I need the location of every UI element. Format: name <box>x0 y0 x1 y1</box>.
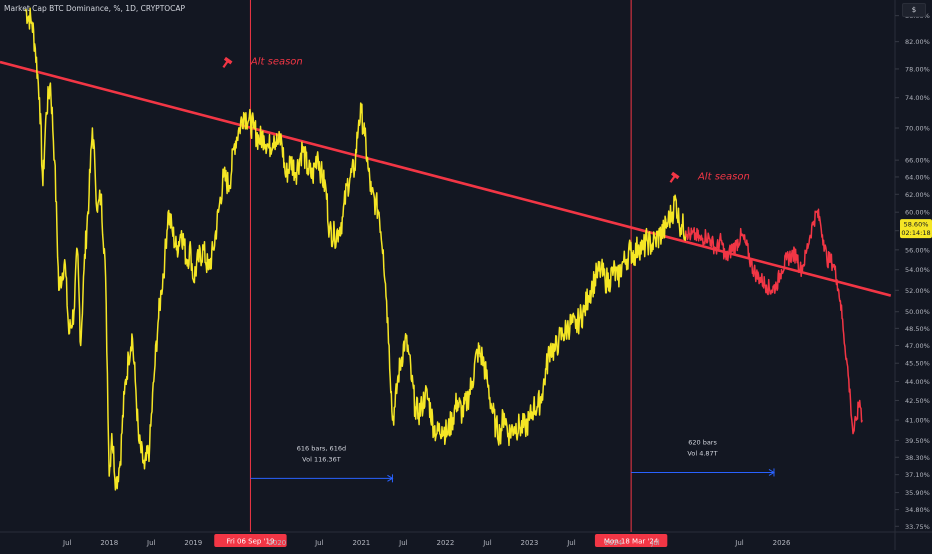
x-tick-label: Jul <box>734 539 744 547</box>
range-volume-label: Vol 116.36T <box>302 455 341 463</box>
current-price-badge <box>900 219 932 239</box>
bar-countdown-label: 02:14:18 <box>901 229 930 237</box>
range-arrowhead <box>768 469 775 476</box>
chart-title: Market Cap BTC Dominance, %, 1D, CRYPTOC… <box>4 4 186 13</box>
y-tick-label: 82.00% <box>905 38 930 46</box>
date-marker-badge <box>594 534 668 547</box>
x-tick-label: 2024 <box>605 539 623 547</box>
y-tick-label: 54.00% <box>905 266 930 274</box>
x-tick-label: Jul <box>314 539 324 547</box>
hammer-icon <box>222 56 233 68</box>
y-tick-label: 33.75% <box>905 523 930 531</box>
hammer-handle <box>222 60 229 68</box>
y-tick-label: 52.00% <box>905 287 930 295</box>
y-tick-label: 38.30% <box>905 454 930 462</box>
resistance-trendline[interactable] <box>0 60 892 297</box>
y-tick-label: 64.00% <box>905 173 930 181</box>
x-tick-label: Jul <box>566 539 576 547</box>
y-tick-label: 41.00% <box>905 417 930 425</box>
y-tick-label: 78.00% <box>905 65 930 73</box>
y-tick-label: 44.00% <box>905 378 930 386</box>
annotation-text: Alt season <box>250 56 303 67</box>
y-tick-label: 45.50% <box>905 360 930 368</box>
y-tick-label: 35.90% <box>905 489 930 497</box>
dominance-line <box>24 7 687 491</box>
range-bars-label: 620 bars <box>688 438 717 446</box>
range-bars-label: 616 bars, 616d <box>297 444 346 452</box>
annotation-text: Alt season <box>697 171 750 182</box>
hammer-handle <box>669 175 676 183</box>
x-tick-label: Jul <box>62 539 72 547</box>
x-tick-label: Jul <box>146 539 156 547</box>
x-tick-label: 2023 <box>521 539 539 547</box>
date-marker-label: Fri 06 Sep '19 <box>226 538 274 546</box>
y-tick-label: 66.00% <box>905 157 930 165</box>
y-tick-label: 39.50% <box>905 437 930 445</box>
range-volume-label: Vol 4.87T <box>687 449 717 457</box>
hammer-head <box>670 171 680 180</box>
y-tick-label: 50.00% <box>905 308 930 316</box>
y-tick-label: 47.00% <box>905 342 930 350</box>
y-tick-label: 37.10% <box>905 471 930 479</box>
y-tick-label: 34.80% <box>905 506 930 514</box>
x-tick-label: 2019 <box>184 539 202 547</box>
x-tick-label: 2026 <box>773 539 791 547</box>
date-marker-label: Mon 18 Mar '24 <box>604 538 659 546</box>
y-tick-label: 74.00% <box>905 94 930 102</box>
x-tick-label: 2018 <box>100 539 118 547</box>
hammer-icon <box>669 171 680 183</box>
x-tick-label: Jul <box>398 539 408 547</box>
y-tick-label: 48.50% <box>905 325 930 333</box>
y-tick-label: 60.00% <box>905 209 930 217</box>
projection-line <box>684 208 863 435</box>
y-tick-label: 56.00% <box>905 246 930 254</box>
x-tick-label: 2021 <box>352 539 370 547</box>
x-tick-label: 2022 <box>436 539 454 547</box>
hammer-head <box>223 56 233 65</box>
currency-button[interactable]: $ <box>902 3 926 17</box>
y-tick-label: 62.00% <box>905 191 930 199</box>
y-tick-label: 70.00% <box>905 125 930 133</box>
y-tick-label: 42.50% <box>905 397 930 405</box>
current-price-label: 58.60% <box>904 221 929 229</box>
date-marker-badge <box>214 534 287 547</box>
range-arrowhead <box>387 474 394 482</box>
x-tick-label: 2020 <box>268 539 286 547</box>
x-tick-label: Jul <box>650 539 660 547</box>
x-tick-label: Jul <box>482 539 492 547</box>
